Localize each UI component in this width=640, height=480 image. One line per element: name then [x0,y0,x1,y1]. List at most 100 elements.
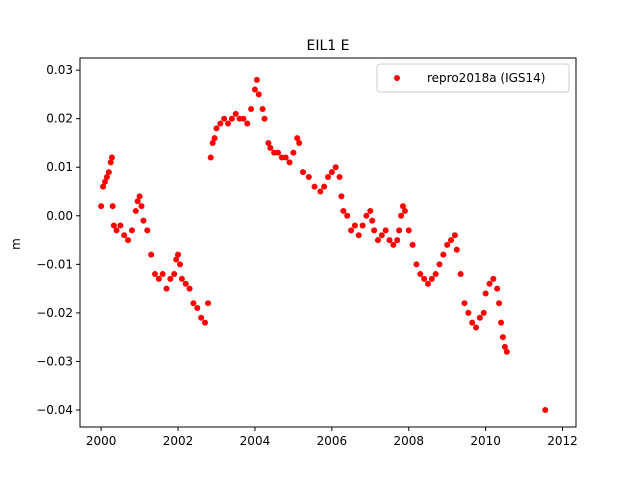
data-point [221,115,228,122]
x-axis-ticks: 2000 2002 2004 2006 2008 2010 2012 [86,427,578,448]
y-tick-label: 0.03 [46,63,73,77]
data-point [167,275,174,282]
data-point [348,227,355,234]
data-point [453,246,460,253]
data-point [107,159,114,166]
data-point [207,154,214,161]
legend-box [376,63,570,93]
data-point [109,203,116,210]
data-point [451,232,458,239]
data-point [496,300,503,307]
data-point [261,115,268,122]
data-point [421,275,428,282]
data-point [194,305,201,312]
data-point [378,232,385,239]
data-point [117,222,124,229]
x-tick-label: 2008 [393,434,424,448]
data-point [286,159,293,166]
data-point [498,319,505,326]
data-point [176,261,183,268]
data-point [444,241,451,248]
data-point [159,271,166,278]
data-point [175,251,182,258]
data-point [171,271,178,278]
data-point [465,309,472,316]
data-point [469,319,476,326]
data-point [108,154,115,161]
x-tick-label: 2010 [470,434,501,448]
plot-area: 2000 2002 2004 2006 2008 2010 2012 −0.04−0.03−… [36,57,578,448]
data-point [401,207,408,214]
data-point [328,169,335,176]
data-point [136,193,143,200]
data-point [259,105,266,112]
data-point [409,241,416,248]
data-point [178,275,185,282]
data-point [363,212,370,219]
data-point [311,183,318,190]
data-point [399,203,406,210]
data-point [396,227,403,234]
data-point [424,280,431,287]
data-point [265,139,272,146]
data-point [321,183,328,190]
y-tick-label: 0.01 [46,160,73,174]
data-point [386,237,393,244]
data-point [121,232,128,239]
data-point [217,120,224,127]
data-point [294,135,301,142]
data-point [213,125,220,132]
data-point [336,173,343,180]
y-tick-label: 0.02 [46,112,73,126]
data-point [436,261,443,268]
data-point [198,314,205,321]
data-point [367,207,374,214]
data-point [428,275,435,282]
data-point [332,164,339,171]
data-point [232,110,239,117]
data-point [382,227,389,234]
data-point [371,227,378,234]
data-point [140,217,147,224]
data-point [457,271,464,278]
data-point [494,285,501,292]
data-point [340,207,347,214]
data-point [398,212,405,219]
chart-title: EIL1 E [307,38,350,54]
data-point [205,300,212,307]
data-point [296,139,303,146]
data-point [351,222,358,229]
data-point [255,91,262,98]
data-point [390,241,397,248]
data-point [432,271,439,278]
data-point [282,154,289,161]
data-point [499,334,506,341]
data-point [325,173,331,180]
data-point [190,300,197,307]
data-point [405,227,412,234]
data-point [300,169,307,176]
data-point [251,86,258,93]
data-point [413,261,420,268]
y-tick-label: −0.04 [36,403,73,417]
data-point [132,207,139,214]
data-point [440,251,447,258]
data-point [201,319,208,326]
x-tick-label: 2006 [317,434,348,448]
data-point [344,212,351,219]
data-point [98,203,105,210]
data-point [148,251,155,258]
data-point [394,237,401,244]
data-point [103,173,110,180]
data-point [503,348,510,355]
y-tick-label: 0.00 [46,209,73,223]
data-point [542,407,549,414]
data-point [480,309,487,316]
data-point [248,105,255,112]
data-point [486,280,493,287]
data-point [186,285,193,292]
y-tick-label: −0.01 [36,257,73,271]
axes-frame [79,57,577,428]
x-tick-label: 2000 [86,434,117,448]
